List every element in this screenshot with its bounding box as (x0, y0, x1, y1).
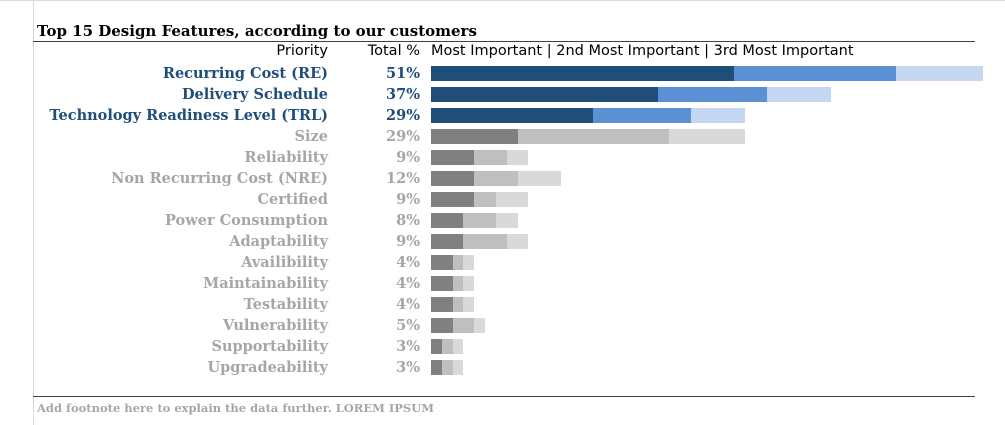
header-rule (33, 41, 975, 42)
category-label: Testability (243, 296, 328, 313)
bar-segment (474, 192, 496, 207)
footer-rule (33, 396, 975, 397)
bar-segment (431, 108, 594, 123)
total-label: 9% (396, 149, 420, 166)
category-label: Certified (257, 191, 328, 208)
category-label: Adaptability (229, 233, 328, 250)
bar-segment (495, 192, 529, 207)
total-label: 5% (396, 317, 420, 334)
bar-segment (495, 213, 518, 228)
total-header: Total % (367, 43, 420, 59)
total-label: 4% (396, 296, 420, 313)
bar-segment (658, 87, 767, 102)
category-label: Reliability (244, 149, 328, 166)
bar-segment (452, 339, 464, 354)
bar-segment (431, 276, 453, 291)
total-label: 37% (386, 86, 420, 103)
category-label: Vulnerability (223, 317, 328, 334)
bar-segment (431, 360, 442, 375)
bar-segment (517, 129, 670, 144)
bar-segment (431, 150, 475, 165)
bar-segment (474, 150, 507, 165)
bar-segment (431, 192, 475, 207)
bar-segment (431, 318, 453, 333)
bar-segment (431, 87, 659, 102)
bar-segment (441, 360, 453, 375)
bar-segment (431, 66, 735, 81)
bar-segment (452, 360, 464, 375)
total-label: 29% (386, 128, 420, 145)
bar-segment (463, 213, 496, 228)
bar-segment (431, 297, 453, 312)
footnote: Add footnote here to explain the data fu… (37, 401, 434, 415)
bar-segment (463, 255, 475, 270)
total-label: 29% (386, 107, 420, 124)
category-label: Size (294, 128, 328, 145)
bar-segment (431, 213, 464, 228)
bar-segment (452, 276, 464, 291)
chart-title: Top 15 Design Features, according to our… (37, 22, 477, 40)
bar-segment (452, 318, 475, 333)
total-label: 12% (386, 170, 420, 187)
bar-segment (463, 234, 507, 249)
category-label: Delivery Schedule (181, 86, 328, 103)
total-label: 51% (386, 65, 420, 82)
bar-segment (431, 129, 518, 144)
priority-header: Priority (276, 43, 328, 59)
bar-segment (431, 255, 453, 270)
category-label: Availibility (241, 254, 328, 271)
bar-segment (431, 234, 464, 249)
total-label: 8% (396, 212, 420, 229)
category-label: Upgradeability (207, 359, 328, 376)
sheet-grid-line (33, 0, 34, 425)
bar-segment (474, 171, 518, 186)
category-label: Power Consumption (165, 212, 328, 229)
sheet-grid-top (0, 0, 1005, 1)
bar-segment (896, 66, 983, 81)
total-label: 9% (396, 191, 420, 208)
bar-segment (506, 150, 529, 165)
bar-segment (766, 87, 832, 102)
bar-segment (431, 171, 475, 186)
segments-header: Most Important | 2nd Most Important | 3r… (431, 43, 854, 59)
category-label: Supportability (211, 338, 328, 355)
bar-segment (463, 297, 475, 312)
bar-segment (690, 108, 745, 123)
total-label: 4% (396, 254, 420, 271)
total-label: 3% (396, 338, 420, 355)
category-label: Maintainability (203, 275, 328, 292)
bar-segment (506, 234, 529, 249)
bar-segment (452, 297, 464, 312)
category-label: Technology Readiness Level (TRL) (49, 107, 328, 124)
bar-segment (517, 171, 561, 186)
bar-segment (431, 339, 442, 354)
bar-segment (452, 255, 464, 270)
category-label: Non Recurring Cost (NRE) (111, 170, 328, 187)
bar-segment (463, 276, 475, 291)
bar-segment (734, 66, 897, 81)
bar-segment (593, 108, 691, 123)
bar-segment (474, 318, 486, 333)
total-label: 9% (396, 233, 420, 250)
category-label: Recurring Cost (RE) (162, 65, 328, 82)
total-label: 3% (396, 359, 420, 376)
bar-segment (669, 129, 745, 144)
bar-segment (441, 339, 453, 354)
total-label: 4% (396, 275, 420, 292)
